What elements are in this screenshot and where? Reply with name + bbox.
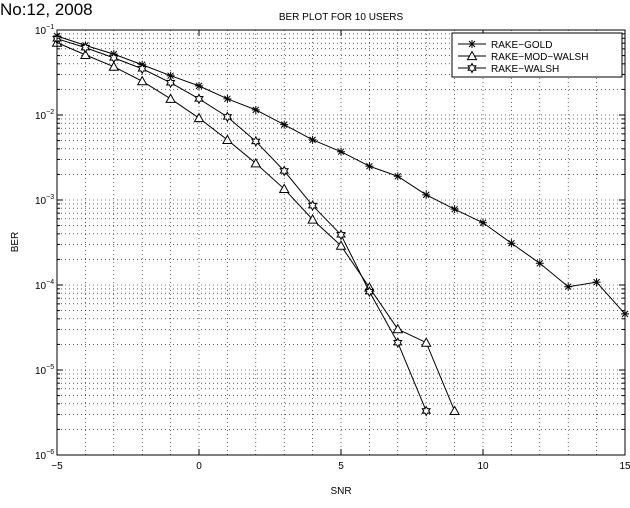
x-tick-label: 10 — [477, 461, 489, 472]
data-point-walsh — [250, 135, 261, 147]
data-point-walsh — [165, 77, 176, 89]
data-point-mod-walsh — [222, 134, 233, 144]
y-tick-label: 10−3 — [35, 194, 54, 207]
data-point-gold — [166, 71, 175, 80]
data-point-gold — [507, 239, 516, 248]
data-point-gold — [195, 81, 203, 90]
data-point-gold — [564, 282, 573, 291]
data-point-mod-walsh — [466, 50, 478, 61]
data-point-mod-walsh — [108, 61, 120, 71]
data-point-gold — [592, 278, 601, 287]
data-point-walsh — [364, 286, 375, 298]
legend-label: RAKE−WALSH — [491, 64, 559, 75]
data-point-mod-walsh — [80, 49, 91, 59]
data-point-gold — [468, 40, 476, 48]
data-point-gold — [535, 259, 544, 268]
y-tick-label: 10−4 — [35, 279, 54, 292]
data-point-walsh — [279, 165, 290, 177]
legend-box — [451, 32, 623, 78]
data-point-gold — [393, 172, 402, 181]
series-layer — [51, 31, 629, 417]
y-tick-label: 10−5 — [35, 364, 54, 377]
page-header-fragment: No:12, 2008 — [0, 0, 93, 19]
data-point-walsh — [222, 111, 233, 123]
y-tick-label: 10−2 — [35, 109, 54, 122]
data-point-walsh — [307, 199, 318, 212]
series-line — [56, 38, 427, 412]
data-point-mod-walsh — [335, 240, 347, 250]
data-point-mod-walsh — [165, 93, 176, 103]
x-tick-label: 15 — [619, 461, 630, 472]
data-point-mod-walsh — [278, 183, 290, 194]
data-point-gold — [479, 218, 487, 227]
data-point-walsh — [137, 63, 148, 75]
data-point-gold — [422, 190, 431, 199]
data-point-walsh — [336, 229, 346, 241]
x-tick-label: 0 — [196, 461, 202, 472]
tick-marks — [56, 29, 626, 456]
data-point-walsh — [80, 42, 91, 54]
legend-label: RAKE−MOD−WALSH — [491, 52, 588, 63]
data-point-gold — [450, 205, 459, 214]
data-point-gold — [365, 162, 374, 171]
data-point-mod-walsh — [250, 157, 262, 168]
data-point-walsh — [467, 62, 477, 74]
y-axis-label: BER — [10, 232, 21, 253]
legend-label: RAKE−GOLD — [491, 40, 552, 51]
data-point-gold — [337, 147, 345, 156]
y-tick-label: 10−6 — [35, 449, 54, 462]
data-point-gold — [223, 94, 232, 103]
data-point-mod-walsh — [193, 112, 205, 123]
data-point-gold — [308, 135, 317, 144]
tick-labels: −5 0 5 10 15 10−6 10−5 10−4 10−3 10−2 10−1 — [35, 24, 630, 472]
data-point-mod-walsh — [136, 75, 148, 86]
data-point-gold — [280, 120, 289, 129]
data-point-mod-walsh — [420, 337, 432, 347]
y-tick-label: 10−1 — [35, 24, 54, 37]
data-point-walsh — [194, 93, 204, 105]
x-axis-label: SNR — [330, 486, 351, 497]
data-point-mod-walsh — [449, 405, 460, 416]
series-triangle — [51, 37, 460, 416]
data-point-walsh — [421, 405, 432, 417]
x-tick-label: 5 — [338, 461, 344, 472]
data-point-gold — [251, 105, 260, 114]
x-tick-label: −5 — [51, 461, 63, 472]
chart-title: BER PLOT FOR 10 USERS — [279, 12, 404, 23]
data-point-mod-walsh — [307, 213, 318, 224]
data-point-walsh — [392, 337, 403, 349]
data-point-mod-walsh — [392, 323, 404, 334]
data-point-walsh — [108, 52, 119, 64]
